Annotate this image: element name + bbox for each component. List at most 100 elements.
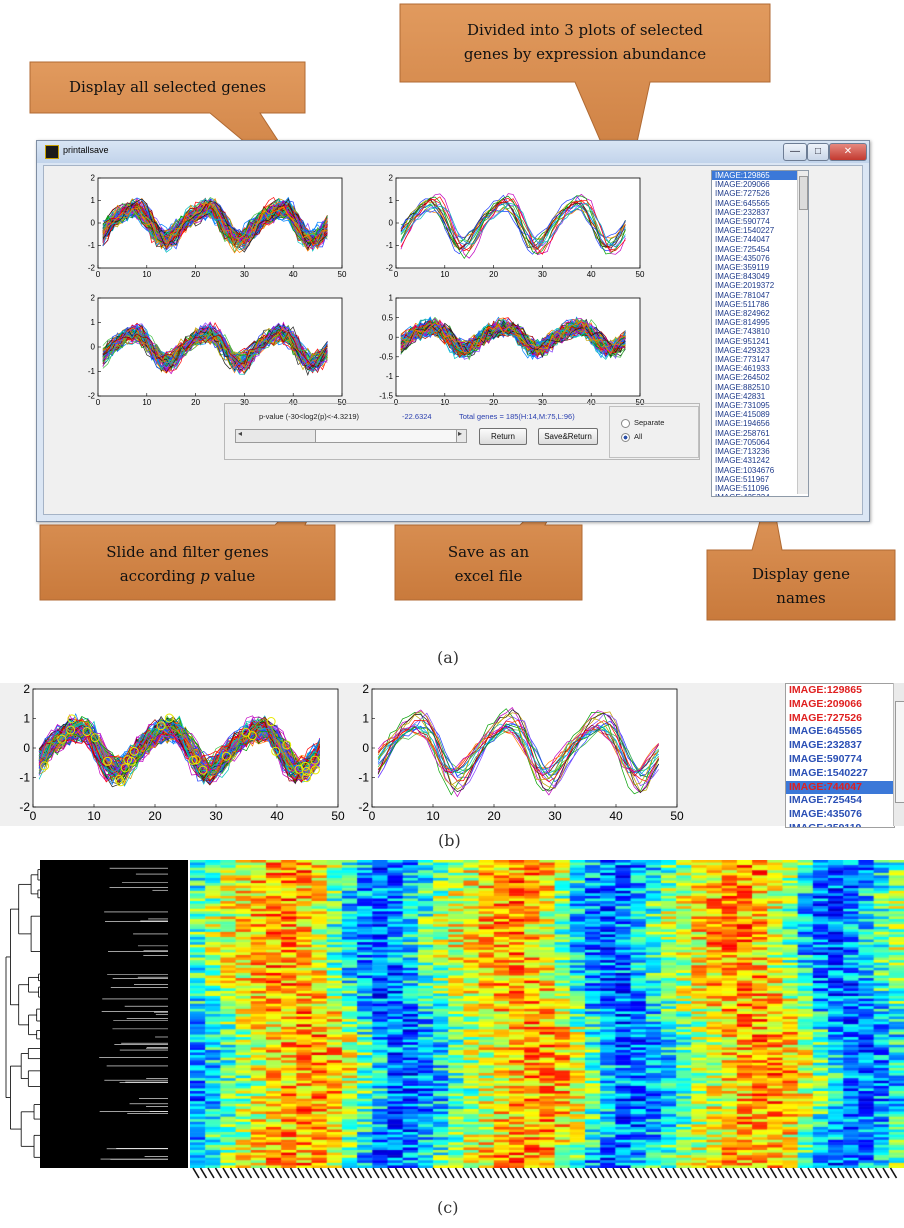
gene-list-item[interactable]: IMAGE:511967 (715, 474, 770, 484)
gene-list-item[interactable]: IMAGE:264502 (715, 373, 770, 383)
gene-list-item-b[interactable]: IMAGE:590774 (789, 752, 862, 765)
gene-listbox-b[interactable]: IMAGE:129865 IMAGE:209066 IMAGE:727526 IMAG… (785, 683, 895, 828)
listbox-b-scrollbar[interactable] (893, 683, 904, 826)
highlight-marker (191, 755, 201, 765)
gene-list-item[interactable]: IMAGE:951241 (715, 336, 770, 346)
x-tick-label: 30 (240, 270, 249, 279)
gene-list-item[interactable]: IMAGE:781047 (715, 290, 770, 300)
maximize-button[interactable]: □ (807, 143, 829, 161)
y-tick-label: -1 (88, 241, 96, 250)
close-button[interactable]: ✕ (829, 143, 867, 161)
y-tick-label: 2 (389, 174, 394, 183)
gene-list-item[interactable]: IMAGE:2019372 (715, 281, 775, 291)
gene-list-item-b[interactable]: IMAGE:727526 (789, 711, 862, 724)
return-button[interactable]: Return (479, 428, 527, 445)
gene-list-item[interactable]: IMAGE:882510 (715, 382, 770, 392)
callout-slide-line2: according p value (40, 564, 335, 588)
series-line (400, 207, 626, 240)
gene-list-item-b[interactable]: IMAGE:359119 (789, 821, 862, 828)
series-line (38, 722, 321, 775)
heatmap-col-label (574, 1167, 583, 1179)
x-tick-label: 10 (142, 398, 151, 407)
gene-list-item[interactable]: IMAGE:814995 (715, 318, 770, 328)
series-line (38, 717, 320, 785)
listbox-b-scroll-thumb[interactable] (895, 701, 904, 803)
gene-list-item[interactable]: IMAGE:731095 (715, 401, 770, 411)
gene-list-item[interactable]: IMAGE:258761 (715, 428, 770, 438)
gene-list-item-b[interactable]: IMAGE:129865 (789, 684, 862, 696)
gene-list-item[interactable]: IMAGE:42831 (715, 391, 766, 401)
heatmap-col-label (252, 1167, 260, 1179)
slider-thumb[interactable] (315, 430, 457, 442)
heatmap-col-label (672, 1167, 680, 1179)
heatmap-col-label (544, 1167, 553, 1179)
gene-list-item-b[interactable]: IMAGE:725454 (789, 794, 862, 807)
gene-list-item[interactable]: IMAGE:359119 (715, 263, 770, 273)
gene-list-item[interactable]: IMAGE:129865 (712, 171, 808, 181)
heatmap-col-label (807, 1167, 815, 1179)
gene-list-item-b[interactable]: IMAGE:645565 (789, 725, 862, 738)
heatmap-col-label (319, 1167, 328, 1179)
save-return-button[interactable]: Save&Return (538, 428, 598, 445)
gene-list-item[interactable]: IMAGE:435334 (712, 493, 808, 496)
callout-divided-line1: Divided into 3 plots of selected (467, 21, 703, 39)
gene-list-item[interactable]: IMAGE:1034676 (715, 465, 775, 475)
gene-list-item[interactable]: IMAGE:435076 (715, 253, 770, 263)
window-titlebar[interactable]: printallsave — □ ✕ (37, 141, 869, 163)
gene-list-item[interactable]: IMAGE:415089 (715, 410, 770, 420)
gene-list-item[interactable]: IMAGE:431242 (715, 456, 770, 466)
gene-list-item[interactable]: IMAGE:209066 (715, 180, 770, 190)
listbox-scroll-thumb[interactable] (799, 176, 808, 210)
x-tick-label: 40 (609, 809, 623, 823)
gene-list-item[interactable]: IMAGE:725454 (715, 244, 770, 254)
gene-list-item[interactable]: IMAGE:773147 (715, 355, 770, 365)
heatmap-col-label (469, 1167, 478, 1179)
callout-divided-text: Divided into 3 plots of selected genes b… (400, 18, 770, 66)
heatmap-col-label (687, 1167, 695, 1179)
y-tick-label: 1 (91, 196, 96, 205)
y-tick-label: 1 (362, 712, 369, 726)
heatmap-col-label (582, 1167, 590, 1179)
gene-list-item-b[interactable]: IMAGE:232837 (789, 739, 862, 752)
gene-list-item-b[interactable]: IMAGE:1540227 (789, 766, 868, 779)
gene-list-item-b[interactable]: IMAGE:435076 (789, 808, 862, 821)
gene-list-item[interactable]: IMAGE:727526 (715, 189, 770, 199)
listbox-scrollbar[interactable] (797, 171, 808, 494)
gene-list-item[interactable]: IMAGE:645565 (715, 198, 770, 208)
highlight-marker (310, 755, 320, 765)
gene-list-item[interactable]: IMAGE:590774 (715, 217, 770, 227)
gene-list-item[interactable]: IMAGE:461933 (715, 364, 770, 374)
gene-list-item[interactable]: IMAGE:824962 (715, 309, 770, 319)
radio-separate[interactable] (621, 419, 630, 428)
slider-right-arrow[interactable]: ▸ (458, 429, 463, 438)
pvalue-slider[interactable]: ◂ ▸ (235, 429, 467, 443)
gene-list-item-b[interactable]: IMAGE:744047 (786, 780, 894, 795)
heatmap-col-label (529, 1167, 538, 1179)
y-tick-label: 1 (389, 294, 394, 303)
gene-list-item[interactable]: IMAGE:511096 (715, 483, 770, 493)
gene-list-item[interactable]: IMAGE:713236 (715, 447, 770, 457)
gene-list-item[interactable]: IMAGE:743810 (715, 327, 770, 337)
heatmap-col-label (349, 1167, 358, 1179)
minimize-button[interactable]: — (783, 143, 807, 161)
gene-list-item[interactable]: IMAGE:744047 (715, 235, 770, 245)
highlight-marker (241, 727, 251, 737)
heatmap-col-label (237, 1167, 245, 1179)
gene-list-item[interactable]: IMAGE:194656 (715, 419, 770, 429)
gene-list-item[interactable]: IMAGE:232837 (715, 207, 770, 217)
gene-listbox[interactable]: IMAGE:129865 IMAGE:209066 IMAGE:727526 IMAG… (711, 170, 809, 497)
gene-list-item[interactable]: IMAGE:429323 (715, 345, 770, 355)
series-line (102, 196, 328, 249)
y-tick-label: 0 (91, 219, 96, 228)
slider-left-arrow[interactable]: ◂ (238, 429, 243, 438)
radio-all[interactable] (621, 433, 630, 442)
gene-list-item[interactable]: IMAGE:511786 (715, 299, 770, 309)
heatmap-col-label (612, 1167, 620, 1179)
gene-list-item-b[interactable]: IMAGE:209066 (789, 697, 862, 710)
gene-list-item[interactable]: IMAGE:705064 (715, 437, 770, 447)
gene-list-item[interactable]: IMAGE:843049 (715, 272, 770, 282)
gene-list-item[interactable]: IMAGE:1540227 (715, 226, 775, 236)
highlight-marker (67, 714, 77, 724)
heatmap-col-label (619, 1167, 628, 1179)
heatmap-col-label (822, 1167, 830, 1179)
